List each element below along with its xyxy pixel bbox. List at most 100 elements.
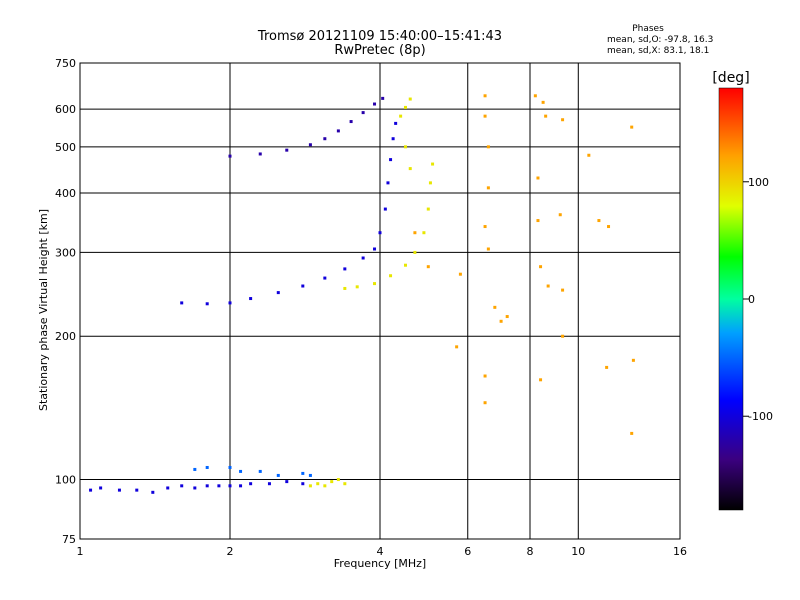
x-tick-label: 8 bbox=[527, 545, 534, 558]
data-point bbox=[239, 469, 243, 473]
data-point bbox=[483, 114, 487, 118]
data-point bbox=[373, 102, 377, 106]
data-point bbox=[499, 319, 503, 323]
data-point bbox=[349, 120, 353, 124]
y-tick-label: 500 bbox=[55, 141, 76, 154]
data-point bbox=[249, 297, 253, 301]
data-point bbox=[493, 305, 497, 309]
data-point bbox=[258, 469, 262, 473]
chart-title: Tromsø 20121109 15:40:00–15:41:43 bbox=[257, 29, 502, 44]
x-tick-label: 2 bbox=[227, 545, 234, 558]
y-tick-label: 400 bbox=[55, 187, 76, 200]
data-point bbox=[558, 213, 562, 217]
data-point bbox=[381, 96, 385, 100]
x-tick-label: 16 bbox=[673, 545, 687, 558]
data-point bbox=[355, 285, 359, 289]
data-point bbox=[389, 158, 393, 162]
data-point bbox=[546, 284, 550, 288]
data-point bbox=[373, 247, 377, 251]
data-point bbox=[605, 365, 609, 369]
data-point bbox=[630, 431, 634, 435]
data-point bbox=[431, 162, 435, 166]
data-point bbox=[536, 176, 540, 180]
data-point bbox=[228, 301, 232, 305]
colorbar-tick-label: 0 bbox=[748, 293, 755, 306]
data-point bbox=[373, 282, 377, 286]
data-point bbox=[135, 488, 139, 492]
data-point bbox=[361, 256, 365, 260]
data-point bbox=[117, 488, 121, 492]
data-point bbox=[561, 288, 565, 292]
data-point bbox=[426, 265, 430, 269]
data-point bbox=[285, 480, 289, 484]
data-point bbox=[458, 272, 462, 276]
data-point bbox=[336, 129, 340, 133]
data-point bbox=[180, 484, 184, 488]
data-point bbox=[276, 291, 280, 295]
data-point bbox=[323, 276, 327, 280]
data-point bbox=[422, 231, 426, 235]
data-point bbox=[180, 301, 184, 305]
data-point bbox=[413, 231, 417, 235]
colorbar-label: [deg] bbox=[712, 70, 749, 86]
y-tick-label: 75 bbox=[62, 533, 76, 546]
data-point bbox=[597, 219, 601, 223]
data-point bbox=[383, 207, 387, 211]
data-point bbox=[301, 284, 305, 288]
data-point bbox=[249, 482, 253, 486]
data-point bbox=[428, 181, 432, 185]
data-point bbox=[631, 358, 635, 362]
data-point bbox=[301, 471, 305, 475]
chart-subtitle: RwPretec (8p) bbox=[334, 43, 425, 58]
data-point bbox=[561, 118, 565, 122]
data-point bbox=[587, 153, 591, 157]
data-point bbox=[99, 486, 103, 490]
data-point bbox=[539, 265, 543, 269]
y-tick-label: 750 bbox=[55, 57, 76, 70]
data-point bbox=[205, 484, 209, 488]
data-point bbox=[486, 145, 490, 149]
data-point bbox=[403, 105, 407, 109]
data-point bbox=[391, 137, 395, 141]
data-points bbox=[89, 94, 635, 494]
y-axis-label: Stationary phase Virtual Height [km] bbox=[37, 209, 50, 411]
y-tick-label: 600 bbox=[55, 103, 76, 116]
data-point bbox=[486, 186, 490, 190]
data-point bbox=[343, 286, 347, 290]
data-point bbox=[541, 100, 545, 104]
data-point bbox=[536, 219, 540, 223]
y-tick-label: 100 bbox=[55, 474, 76, 487]
x-tick-label: 10 bbox=[571, 545, 585, 558]
data-point bbox=[426, 207, 430, 211]
data-point bbox=[486, 247, 490, 251]
data-point bbox=[386, 181, 390, 185]
phases-o-line: mean, sd,O: -97.8, 16.3 bbox=[607, 35, 713, 45]
data-point bbox=[539, 378, 543, 382]
data-point bbox=[561, 334, 565, 338]
x-tick-label: 4 bbox=[377, 545, 384, 558]
data-point bbox=[228, 465, 232, 469]
data-point bbox=[193, 467, 197, 471]
data-point bbox=[323, 137, 327, 141]
data-point bbox=[413, 250, 417, 254]
data-point bbox=[228, 154, 232, 158]
data-point bbox=[193, 486, 197, 490]
data-point bbox=[408, 167, 412, 171]
data-point bbox=[378, 231, 382, 235]
y-tick-label: 200 bbox=[55, 330, 76, 343]
data-point bbox=[505, 315, 509, 319]
data-point bbox=[343, 267, 347, 271]
x-tick-label: 1 bbox=[77, 545, 84, 558]
data-point bbox=[276, 473, 280, 477]
data-point bbox=[301, 482, 305, 486]
data-point bbox=[389, 274, 393, 278]
data-point bbox=[151, 490, 155, 494]
data-point bbox=[455, 345, 459, 349]
data-point bbox=[166, 486, 170, 490]
data-point bbox=[228, 484, 232, 488]
axis-ticks: 1 2 4 6 8 10 16 75 100 200 300 400 500 600 750 bbox=[55, 57, 687, 558]
data-point bbox=[630, 125, 634, 129]
phases-x-line: mean, sd,X: 83.1, 18.1 bbox=[607, 46, 709, 56]
data-point bbox=[394, 121, 398, 125]
